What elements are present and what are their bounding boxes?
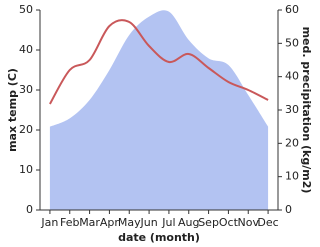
precipitation-area: [49, 10, 269, 211]
y-tick-label: 50: [19, 3, 33, 16]
y2-tick-label: 10: [285, 170, 299, 183]
y2-tick-label: 60: [285, 3, 299, 16]
x-tick-label: Jan: [40, 216, 58, 229]
x-tick-label: Aug: [178, 216, 199, 229]
x-tick-label: Feb: [60, 216, 79, 229]
y-tick-label: 30: [19, 83, 33, 96]
y-tick-label: 40: [19, 43, 33, 56]
y2-tick-label: 20: [285, 136, 299, 149]
y2-axis-label: med. precipitation (kg/m2): [300, 27, 313, 194]
y-tick-label: 10: [19, 163, 33, 176]
y2-tick-label: 30: [285, 103, 299, 116]
temperature-line: [49, 19, 269, 105]
y-tick-label: 0: [26, 203, 33, 216]
y2-tick-label: 40: [285, 70, 299, 83]
x-tick-label: Mar: [79, 216, 100, 229]
y-tick-label: 20: [19, 123, 33, 136]
y2-tick-label: 50: [285, 36, 299, 49]
x-tick-label: Oct: [219, 216, 239, 229]
y-axis-label: max temp (C): [6, 68, 19, 152]
x-tick-label: May: [118, 216, 141, 229]
x-tick-label: Jun: [139, 216, 157, 229]
y2-tick-label: 0: [285, 203, 292, 216]
x-tick-label: Nov: [238, 216, 260, 229]
x-tick-label: Apr: [100, 216, 120, 229]
x-axis-label: date (month): [118, 231, 200, 244]
x-tick-label: Sep: [198, 216, 219, 229]
x-tick-label: Jul: [161, 216, 175, 229]
x-tick-label: Dec: [257, 216, 278, 229]
